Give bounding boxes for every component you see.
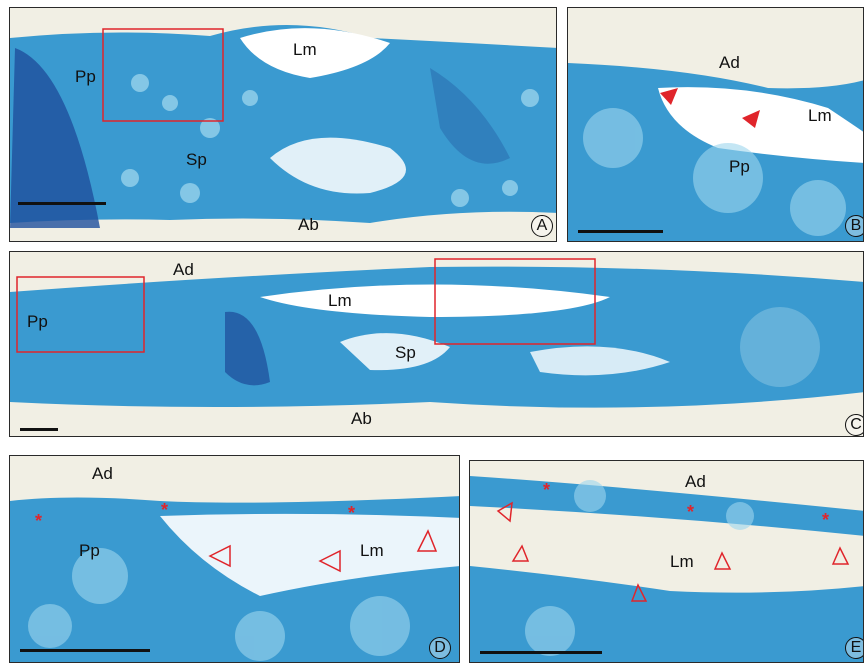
label-ad: Ad bbox=[719, 53, 740, 72]
asterisk-marker: * bbox=[822, 510, 830, 530]
asterisk-marker: * bbox=[161, 500, 169, 520]
label-pp: Pp bbox=[75, 67, 96, 86]
label-ab: Ab bbox=[351, 409, 372, 428]
panel-c: Ad Lm Pp Sp Ab C bbox=[9, 251, 864, 437]
asterisk-marker: * bbox=[543, 480, 551, 500]
label-lm: Lm bbox=[670, 552, 694, 571]
label-lm: Lm bbox=[293, 40, 317, 59]
label-sp: Sp bbox=[186, 150, 207, 169]
label-lm: Lm bbox=[328, 291, 352, 310]
scale-bar bbox=[480, 651, 602, 654]
scale-bar bbox=[578, 230, 663, 233]
label-pp: Pp bbox=[79, 541, 100, 560]
panel-c-micrograph bbox=[10, 252, 863, 436]
asterisk-marker: * bbox=[35, 511, 43, 531]
scale-bar bbox=[20, 649, 150, 652]
label-sp: Sp bbox=[395, 343, 416, 362]
panel-a: Lm Pp Sp Ab A bbox=[9, 7, 557, 242]
panel-b-micrograph bbox=[568, 8, 863, 241]
panel-letter-b: B bbox=[845, 215, 863, 237]
label-ad: Ad bbox=[92, 464, 113, 483]
panel-e: Ad Lm * * * E bbox=[469, 460, 864, 663]
panel-letter-e: E bbox=[845, 637, 863, 659]
scale-bar bbox=[18, 202, 106, 205]
label-lm: Lm bbox=[808, 106, 832, 125]
panel-d: Ad Pp Lm * * * D bbox=[9, 455, 460, 663]
label-ab: Ab bbox=[298, 215, 319, 234]
asterisk-marker: * bbox=[348, 503, 356, 523]
label-pp: Pp bbox=[27, 312, 48, 331]
label-ad: Ad bbox=[173, 260, 194, 279]
label-pp: Pp bbox=[729, 157, 750, 176]
panel-b: Ad Lm Pp B bbox=[567, 7, 864, 242]
panel-d-micrograph bbox=[10, 456, 459, 662]
panel-e-micrograph bbox=[470, 461, 863, 662]
panel-letter-c: C bbox=[845, 414, 863, 436]
label-lm: Lm bbox=[360, 541, 384, 560]
panel-letter-a: A bbox=[531, 215, 553, 237]
panel-letter-d: D bbox=[429, 637, 451, 659]
asterisk-marker: * bbox=[687, 502, 695, 522]
scale-bar bbox=[20, 428, 58, 431]
panel-a-micrograph bbox=[10, 8, 556, 241]
label-ad: Ad bbox=[685, 472, 706, 491]
